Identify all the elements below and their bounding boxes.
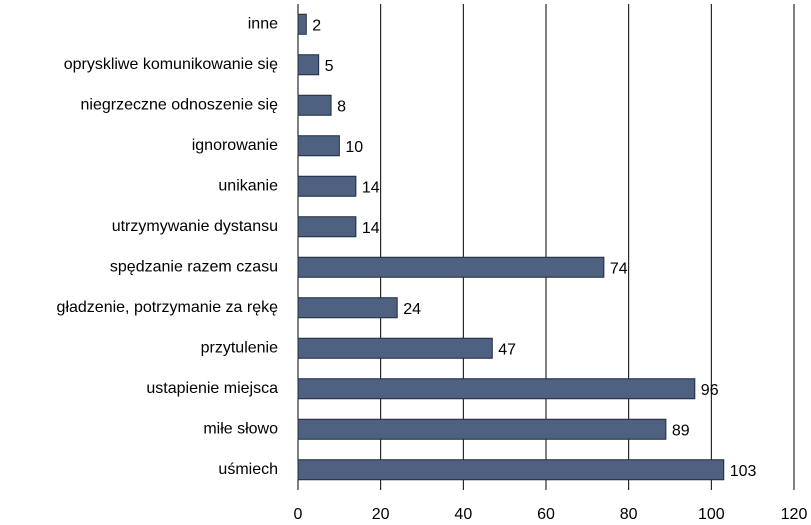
- data-label: 14: [362, 179, 380, 196]
- x-tick-label: 20: [372, 506, 390, 523]
- x-tick-label: 100: [698, 506, 725, 523]
- bar: [297, 297, 398, 319]
- bar: [297, 175, 357, 197]
- y-tick-label: inne: [248, 15, 278, 32]
- y-tick-label: gładzenie, potrzymanie za rękę: [57, 299, 279, 316]
- y-tick-label: spędzanie razem czasu: [110, 258, 278, 275]
- data-label: 103: [730, 463, 757, 480]
- bar: [297, 54, 320, 76]
- data-label: 96: [701, 382, 719, 399]
- bar: [297, 256, 605, 278]
- x-tick-label: 120: [781, 506, 808, 523]
- data-label: 74: [610, 260, 628, 277]
- y-tick-label: miłe słowo: [203, 420, 278, 437]
- bar: [297, 418, 667, 440]
- bar: [297, 135, 340, 157]
- x-tick-label: 0: [294, 506, 303, 523]
- data-label: 47: [498, 341, 516, 358]
- y-tick-label: unikanie: [218, 177, 278, 194]
- y-tick-label: przytulenie: [201, 339, 278, 356]
- data-label: 10: [345, 139, 363, 156]
- x-tick-label: 60: [537, 506, 555, 523]
- data-label: 5: [325, 58, 334, 75]
- bar: [297, 13, 307, 35]
- x-tick-label: 80: [620, 506, 638, 523]
- y-tick-label: utrzymywanie dystansu: [112, 218, 278, 235]
- bar: [297, 459, 725, 481]
- y-tick-label: ustapienie miejsca: [146, 380, 278, 397]
- bar: [297, 94, 332, 116]
- bar: [297, 378, 696, 400]
- data-label: 24: [403, 301, 421, 318]
- y-tick-label: uśmiech: [218, 461, 278, 478]
- y-tick-label: opryskliwe komunikowanie się: [64, 56, 278, 73]
- data-label: 89: [672, 422, 690, 439]
- data-label: 14: [362, 220, 380, 237]
- x-tick-label: 40: [454, 506, 472, 523]
- data-label: 2: [312, 17, 321, 34]
- y-tick-label: niegrzeczne odnoszenie się: [81, 96, 279, 113]
- bar: [297, 337, 493, 359]
- bar: [297, 216, 357, 238]
- data-label: 8: [337, 98, 346, 115]
- y-tick-label: ignorowanie: [192, 137, 278, 154]
